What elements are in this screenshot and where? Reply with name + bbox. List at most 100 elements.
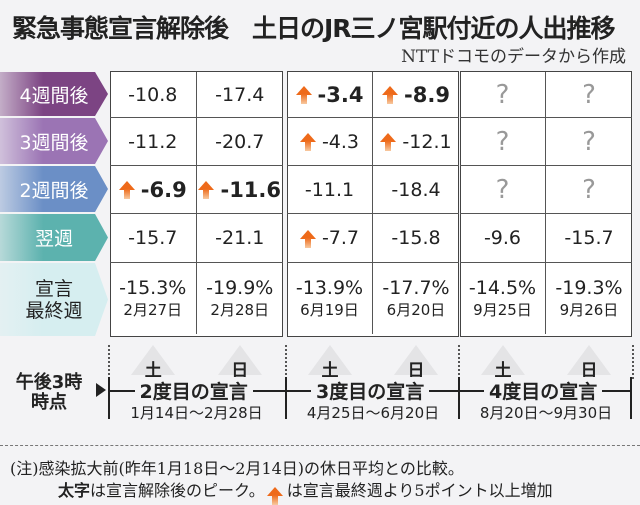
row-label: 3週間後 [0,118,108,164]
cell-content: -10.8 [128,84,177,106]
table-cell: ? [546,166,632,214]
group-box-3 [460,71,632,337]
cell-content: ? [496,175,510,205]
cell-value: ? [582,126,596,157]
table-cell: -6.9 [110,166,197,214]
table-cell: -11.2 [110,118,197,166]
cell-content: -3.4 [295,83,363,107]
cell-value: -20.7 [215,130,265,153]
table-cell: -11.6 [196,166,283,214]
up-arrow-icon [198,181,215,199]
cell-value: -11.6 [220,177,282,202]
table-cell: -8.9 [373,72,459,118]
cell-value: -14.5% [468,277,537,299]
cell-value: -19.9% [206,277,274,299]
declaration-dates: 8月20日～9月30日 [479,404,613,422]
footnote-1: (注)感染拡大前(昨年1月18日～2月14日)の休日平均との比較。 [10,459,464,478]
table-cell: -21.1 [196,214,283,263]
cell-content: ? [582,175,596,205]
dotted-separator [458,345,460,379]
cell-content: -9.6 [484,227,521,249]
cell-value: -15.3% [119,277,187,299]
cell-content: -12.1 [380,131,452,153]
table-cell: ? [546,72,632,118]
row-label: 2週間後 [0,166,108,212]
dotted-separator [285,345,287,379]
cell-value: -19.3% [555,277,623,299]
declaration-dates: 1月14日～2月28日 [130,404,263,422]
cell-value: -9.6 [483,227,522,249]
up-arrow-icon [380,133,397,151]
cell-value: -17.4 [215,83,265,106]
cell-content: -11.1 [305,179,354,201]
label-line: 最終週 [25,299,83,322]
day-label: 土 [110,346,197,381]
cell-value: -21.1 [215,227,265,249]
table-cell: -15.8 [373,214,459,263]
cell-content: -15.8 [391,227,440,249]
cell-value: -4.3 [321,130,360,153]
group-box-2 [287,71,459,337]
cell-content: -4.3 [299,130,360,153]
cell-content: ? [582,127,596,157]
table-cell: ? [460,166,546,214]
table-cell: -15.3% 2月27日 [110,263,197,334]
cell-content: -17.4 [215,84,264,106]
table-cell: -3.4 [287,72,373,118]
cell-value: ? [495,79,510,110]
cell-content: ? [582,80,596,110]
day-label: 日 [196,346,283,381]
group-box-1 [110,71,283,337]
table-cell: ? [460,72,546,118]
cell-content: -7.7 [299,227,360,249]
up-arrow-icon [299,133,316,151]
triangle-icon [131,345,176,375]
triangle-icon [217,345,262,375]
table-cell: -19.9% 2月28日 [197,263,284,334]
pointer-icon [96,383,106,397]
footnote-2: 太字は宣言解除後のピーク。 は宣言最終週より5ポイント以上増加 [58,481,553,505]
table-cell: -14.5% 9月25日 [460,263,546,334]
cell-content: ? [496,127,510,157]
cell-content: -21.1 [215,227,264,249]
up-arrow-icon [266,487,283,505]
cell-content: -18.4 [391,179,440,201]
table-cell: -17.4 [196,72,283,118]
cell-content: ? [496,80,510,110]
declaration-name: 4度目の宣言 [484,377,603,404]
cell-date: 2月28日 [210,301,270,319]
cell-content: -8.9 [382,83,450,107]
table-cell: -12.1 [373,118,459,166]
cell-content: -6.9 [118,178,187,202]
cell-value: -13.9% [295,277,364,299]
cell-content: -20.7 [215,131,264,153]
cell-date: 9月25日 [473,301,532,319]
source-note: NTTドコモのデータから作成 [401,47,626,67]
cell-date: 2月27日 [123,301,183,319]
triangle-icon [567,345,611,375]
cell-content: -15.7 [128,227,177,249]
cell-value: -18.4 [391,178,441,201]
cell-value: -7.7 [321,227,360,249]
cell-value: -15.8 [391,227,441,249]
dotted-separator [108,345,110,379]
declaration-name: 3度目の宣言 [311,377,430,404]
cell-value: ? [495,126,510,157]
cell-value: -11.1 [304,178,355,201]
triangle-icon [481,345,525,375]
cell-value: ? [582,174,596,205]
table-cell: -9.6 [460,214,546,263]
day-label: 日 [546,346,632,381]
up-arrow-icon [299,229,316,248]
table-cell: -20.7 [196,118,283,166]
cell-content: -15.7 [564,227,613,249]
table-cell: ? [546,118,632,166]
cell-date: 6月20日 [386,301,446,319]
page-title: 緊急事態宣言解除後 土日のJR三ノ宮駅付近の人出推移 [12,14,616,43]
table-cell: ? [460,118,546,166]
declaration-name: 2度目の宣言 [134,377,253,404]
divider [0,445,640,446]
triangle-icon [394,345,438,375]
table-cell: -15.7 [546,214,632,263]
table-cell: -10.8 [110,72,197,118]
